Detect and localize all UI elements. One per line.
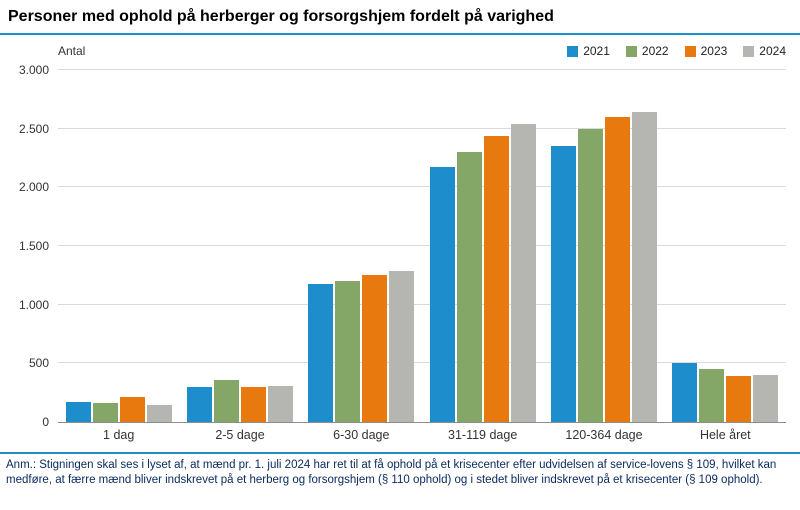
y-tick-label: 1.000 xyxy=(18,297,49,312)
legend-label: 2024 xyxy=(759,44,786,58)
x-tick-label: 6-30 dage xyxy=(333,428,390,442)
bar-group-120-364-dage xyxy=(543,70,664,422)
bar-groups xyxy=(58,70,786,422)
bar-2022 xyxy=(92,403,118,422)
x-tick-label: Hele året xyxy=(699,428,751,442)
y-tick-label: 2.000 xyxy=(18,180,49,195)
bar-2021 xyxy=(429,167,455,422)
bar-2023 xyxy=(240,387,266,422)
y-tick-label: 2.500 xyxy=(18,121,49,136)
bar-group-hele-året xyxy=(665,70,786,422)
plot-area: 0 500 1.000 1.500 2.000 2.500 3.000 xyxy=(19,63,786,429)
bar-2024 xyxy=(267,386,293,422)
y-tick-label: 3.000 xyxy=(18,63,49,77)
bar-2023 xyxy=(483,135,509,422)
legend-label: 2022 xyxy=(641,44,669,58)
bar-2023 xyxy=(362,275,388,422)
bar-2021 xyxy=(186,386,212,422)
bar-group-6-30-dage xyxy=(301,70,422,422)
bar-group-1-dag xyxy=(58,70,179,422)
legend-item-2022: 2022 xyxy=(625,44,669,58)
bar-2021 xyxy=(550,146,576,422)
legend-label: 2021 xyxy=(583,44,610,58)
x-tick-label: 31-119 dage xyxy=(448,428,518,442)
y-tick-label: 1.500 xyxy=(18,239,49,253)
legend-swatch xyxy=(625,45,637,57)
footnote: Anm.: Stigningen skal ses i lyset af, at… xyxy=(6,459,777,486)
bar-chart: Antal 2021 2022 2023 2024 0 500 1.000 1.500 2.0… xyxy=(0,35,800,442)
gridline xyxy=(58,69,786,70)
gridline xyxy=(58,127,786,129)
bar-2023 xyxy=(119,397,145,422)
legend-swatch xyxy=(743,45,755,57)
y-axis-unit-label: Antal xyxy=(58,44,86,58)
top-divider xyxy=(0,33,800,35)
bar-2022 xyxy=(335,281,361,422)
bar-2023 xyxy=(726,375,752,422)
legend-item-2024: 2024 xyxy=(743,44,786,58)
bar-2022 xyxy=(577,128,603,422)
bottom-divider xyxy=(0,452,800,454)
bar-2022 xyxy=(699,369,725,422)
legend-swatch xyxy=(567,45,579,57)
bar-group-31-119-dage xyxy=(422,70,543,422)
bar-2024 xyxy=(753,375,779,422)
bar-2024 xyxy=(631,112,657,422)
y-tick-label: 0 xyxy=(42,415,49,429)
gridline xyxy=(58,303,786,305)
legend-item-2023: 2023 xyxy=(684,44,728,58)
chart-legend: 2021 2022 2023 2024 xyxy=(567,44,786,58)
bar-group-2-5-dage xyxy=(179,70,300,422)
x-tick-label: 120-364 dage xyxy=(565,428,643,442)
y-tick-label: 500 xyxy=(28,356,49,371)
x-tick-label: 2-5 dage xyxy=(215,428,265,442)
bar-2022 xyxy=(456,152,482,422)
x-axis-labels: 1 dag 2-5 dage 6-30 dage 31-119 dage 120-364… xyxy=(58,428,786,442)
x-tick-label: 1 dag xyxy=(103,428,135,442)
bar-2021 xyxy=(672,363,698,422)
page-title: Personer med ophold på herberger og fors… xyxy=(8,8,554,25)
bar-2024 xyxy=(146,405,172,422)
bar-2024 xyxy=(510,123,536,422)
bar-2021 xyxy=(308,284,334,422)
legend-swatch xyxy=(684,45,696,57)
bar-2023 xyxy=(604,116,630,422)
gridline xyxy=(58,186,786,188)
bar-2022 xyxy=(213,380,239,422)
bar-2021 xyxy=(65,402,91,422)
legend-label: 2023 xyxy=(700,44,728,58)
gridline xyxy=(58,245,786,246)
bar-2024 xyxy=(389,270,415,422)
gridline xyxy=(58,362,786,364)
legend-item-2021: 2021 xyxy=(567,44,610,58)
